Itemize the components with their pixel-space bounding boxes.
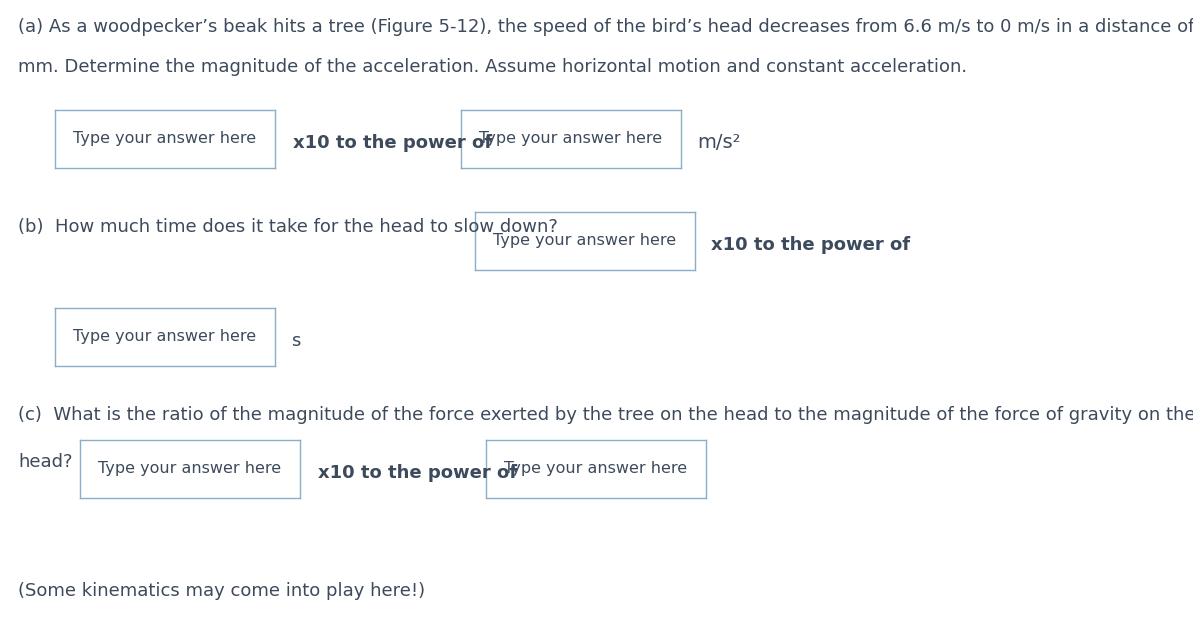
Text: x10 to the power of: x10 to the power of <box>293 134 493 152</box>
Text: (Some kinematics may come into play here!): (Some kinematics may come into play here… <box>18 582 425 600</box>
Text: Type your answer here: Type your answer here <box>74 131 256 146</box>
Text: m/s²: m/s² <box>697 133 741 153</box>
Text: Type your answer here: Type your answer here <box>480 131 662 146</box>
Text: Type your answer here: Type your answer here <box>494 234 676 249</box>
Text: (b)  How much time does it take for the head to slow down?: (b) How much time does it take for the h… <box>18 218 558 236</box>
Text: x10 to the power of: x10 to the power of <box>319 464 517 482</box>
Text: mm. Determine the magnitude of the acceleration. Assume horizontal motion and co: mm. Determine the magnitude of the accel… <box>18 58 968 76</box>
Text: s: s <box>291 332 301 350</box>
Text: Type your answer here: Type your answer here <box>99 462 282 477</box>
Text: (c)  What is the ratio of the magnitude of the force exerted by the tree on the : (c) What is the ratio of the magnitude o… <box>18 406 1193 424</box>
Text: head?: head? <box>18 453 73 471</box>
Text: x10 to the power of: x10 to the power of <box>711 236 910 254</box>
Text: Type your answer here: Type your answer here <box>505 462 687 477</box>
Text: Type your answer here: Type your answer here <box>74 330 256 345</box>
Text: (a) As a woodpecker’s beak hits a tree (Figure 5-12), the speed of the bird’s he: (a) As a woodpecker’s beak hits a tree (… <box>18 18 1193 36</box>
